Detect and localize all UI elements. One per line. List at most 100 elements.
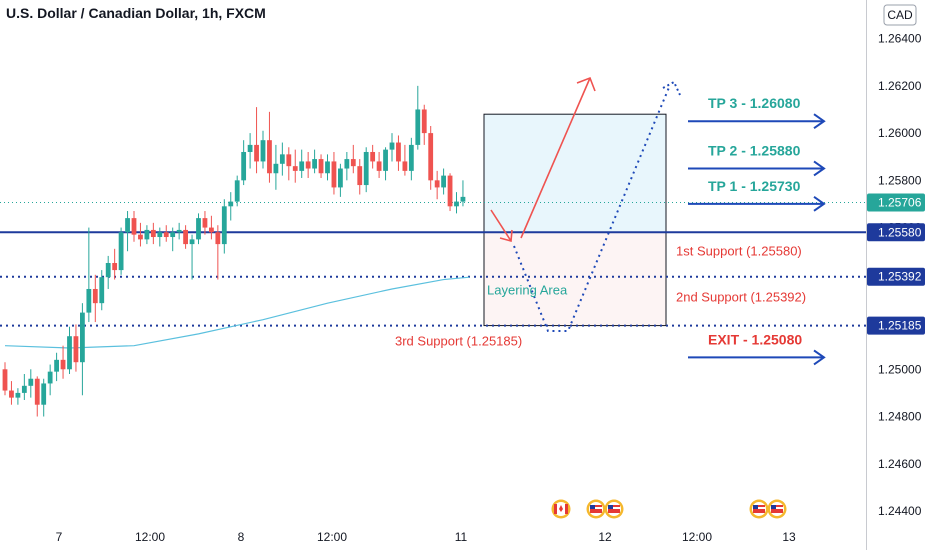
tp-arrow-head	[813, 113, 826, 130]
candle-body[interactable]	[363, 151, 369, 186]
us-flag-stripe-icon	[608, 507, 620, 509]
currency-badge-label: CAD	[887, 8, 913, 22]
candle-body[interactable]	[338, 168, 343, 188]
candle-body[interactable]	[189, 239, 195, 245]
us-flag-stripe-icon	[753, 507, 765, 509]
price-box-label: 1.25706	[878, 196, 922, 210]
candle-body[interactable]	[376, 161, 382, 171]
moving-average-line	[4, 276, 470, 349]
candle-body[interactable]	[370, 151, 376, 162]
candle-body[interactable]	[344, 159, 350, 169]
candle-body[interactable]	[460, 196, 466, 202]
projection-arrow-head	[662, 80, 681, 96]
candle-body[interactable]	[331, 161, 337, 188]
candle-body[interactable]	[125, 218, 130, 233]
candle-body[interactable]	[176, 229, 182, 233]
candle-body[interactable]	[2, 369, 8, 391]
candle-body[interactable]	[67, 336, 72, 370]
candle-body[interactable]	[273, 163, 279, 174]
bounce-arrow-head	[576, 76, 596, 92]
candle-body[interactable]	[383, 149, 388, 171]
candle-body[interactable]	[241, 151, 247, 181]
candle-body[interactable]	[60, 359, 66, 370]
candle-body[interactable]	[209, 227, 214, 233]
us-flag-canton-icon	[753, 505, 758, 509]
currency-badge[interactable]	[883, 4, 917, 26]
candle-body[interactable]	[54, 359, 59, 372]
candle-body[interactable]	[105, 263, 111, 278]
candle-body[interactable]	[299, 161, 305, 171]
candle-body[interactable]	[396, 142, 401, 162]
x-tick-label: 8	[238, 530, 245, 544]
ca-flag-stripe-icon	[565, 504, 568, 514]
candle-body[interactable]	[80, 312, 85, 363]
candle-body[interactable]	[421, 109, 427, 134]
candle-body[interactable]	[183, 229, 188, 245]
y-tick-label: 1.26200	[878, 79, 922, 93]
x-tick-label: 12	[598, 530, 612, 544]
candle-body[interactable]	[131, 218, 137, 235]
candle-body[interactable]	[441, 175, 446, 188]
candle-body[interactable]	[9, 390, 14, 398]
candle-body[interactable]	[170, 232, 176, 238]
candle-body[interactable]	[47, 371, 53, 384]
candle-body[interactable]	[247, 144, 253, 152]
candle-body[interactable]	[260, 140, 266, 162]
candle-body[interactable]	[434, 180, 440, 188]
candle-body[interactable]	[254, 144, 259, 162]
candle-body[interactable]	[150, 229, 156, 238]
candle-body[interactable]	[86, 288, 92, 313]
candle-body[interactable]	[234, 180, 240, 202]
candle-body[interactable]	[454, 201, 459, 207]
us-flag-canton-icon	[608, 505, 613, 509]
candle-body[interactable]	[28, 378, 34, 386]
candle-body[interactable]	[305, 161, 311, 169]
candle-body[interactable]	[267, 140, 272, 174]
candle-body[interactable]	[202, 218, 208, 228]
candle-body[interactable]	[15, 392, 21, 398]
candle-body[interactable]	[41, 383, 47, 405]
x-tick-label: 12:00	[317, 530, 347, 544]
candle-body[interactable]	[318, 159, 324, 174]
candle-body[interactable]	[144, 229, 150, 240]
us-flag-stripe-icon	[771, 507, 783, 509]
candle-body[interactable]	[402, 161, 408, 171]
us-flag-canton-icon	[771, 505, 776, 509]
candle-body[interactable]	[357, 166, 363, 186]
candle-body[interactable]	[325, 161, 330, 174]
y-tick-label: 1.24800	[878, 410, 922, 424]
entry-arrow-shaft	[490, 209, 512, 242]
candle-body[interactable]	[350, 159, 356, 167]
candle-body[interactable]	[286, 154, 292, 167]
candle-body[interactable]	[163, 232, 169, 238]
candle-body[interactable]	[389, 142, 395, 150]
x-tick-label: 13	[782, 530, 796, 544]
candle-body[interactable]	[34, 378, 40, 405]
y-tick-label: 1.24400	[878, 504, 922, 518]
candle-body[interactable]	[447, 175, 453, 207]
tp-label: TP 3 - 1.26080	[708, 95, 801, 111]
y-tick-label: 1.26000	[878, 126, 922, 140]
candle-body[interactable]	[428, 133, 434, 181]
candle-body[interactable]	[92, 288, 98, 304]
candle-body[interactable]	[196, 218, 201, 240]
candle-body[interactable]	[312, 159, 317, 169]
candle-body[interactable]	[228, 201, 234, 207]
candle-body[interactable]	[292, 166, 298, 171]
candle-body[interactable]	[408, 144, 414, 171]
support-label: 3rd Support (1.25185)	[395, 334, 522, 349]
support-label: 1st Support (1.25580)	[676, 243, 802, 258]
maple-leaf-icon	[559, 505, 563, 512]
candle-body[interactable]	[73, 336, 79, 363]
candle-body[interactable]	[157, 232, 163, 238]
candle-body[interactable]	[138, 234, 143, 240]
candle-body[interactable]	[112, 263, 118, 271]
candle-body[interactable]	[221, 206, 227, 245]
candle-body[interactable]	[99, 277, 105, 304]
candle-body[interactable]	[21, 385, 27, 393]
candle-body[interactable]	[279, 154, 285, 164]
candle-body[interactable]	[118, 232, 124, 271]
candle-body[interactable]	[415, 109, 421, 145]
candle-body[interactable]	[215, 232, 221, 245]
